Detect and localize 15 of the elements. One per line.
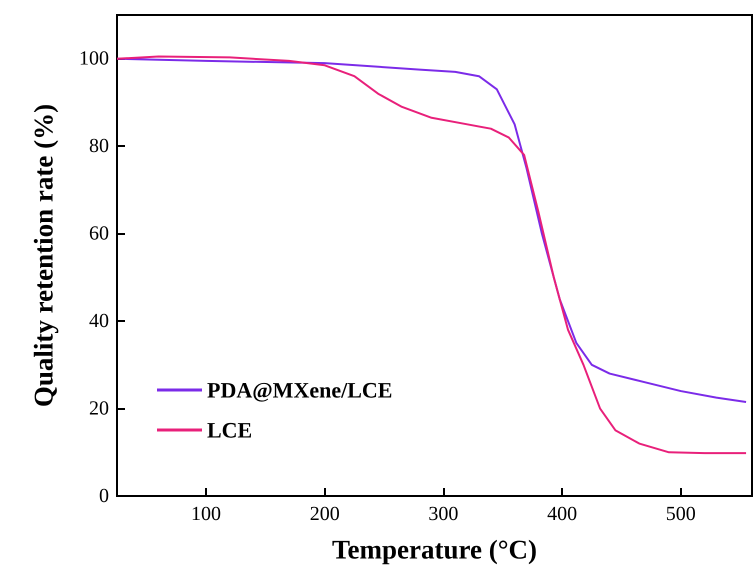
x-tick-label: 400 xyxy=(547,503,578,525)
x-tick-label: 300 xyxy=(428,503,458,525)
y-axis-title: Quality retention rate (%) xyxy=(28,104,58,408)
y-tick-label: 100 xyxy=(79,48,109,70)
x-axis-title: Temperature (°C) xyxy=(332,534,538,564)
y-tick-label: 40 xyxy=(89,310,109,332)
y-tick-label: 0 xyxy=(99,485,109,507)
y-tick-label: 20 xyxy=(89,398,109,420)
legend-label: PDA@MXene/LCE xyxy=(207,378,392,402)
y-tick-label: 60 xyxy=(89,222,109,245)
legend-label: LCE xyxy=(207,418,252,442)
y-tick-label: 80 xyxy=(89,135,109,158)
x-tick-label: 500 xyxy=(666,503,696,525)
x-tick-label: 100 xyxy=(191,503,222,525)
x-tick-label: 200 xyxy=(310,503,340,525)
